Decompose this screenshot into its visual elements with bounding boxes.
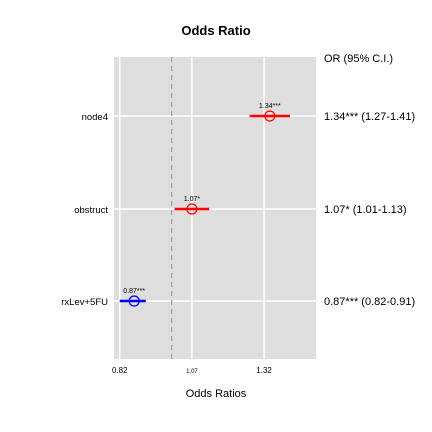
- point-estimate: [128, 295, 140, 307]
- point-estimate-label: 0.87***: [123, 288, 145, 295]
- point-estimate-label: 1.07*: [184, 196, 201, 203]
- x-tick-label: 1.07: [186, 369, 198, 375]
- row-label: rxLev+5FU: [61, 297, 108, 308]
- table-header: OR (95% C.I.): [324, 53, 393, 65]
- forest-row: rxLev+5FU 0.87*** 0.87*** (0.82-0.91): [61, 288, 415, 308]
- point-estimate: [264, 110, 276, 122]
- rows: node4 1.34*** 1.34*** (1.27-1.41) obstruct 1…: [61, 103, 415, 308]
- x-tick-labels: 0.82 1.07 1.32: [112, 366, 272, 375]
- ci-text: 1.07* (1.01-1.13): [324, 204, 407, 216]
- forest-row: obstruct 1.07* 1.07* (1.01-1.13): [74, 196, 406, 216]
- x-tick-label: 1.32: [256, 366, 272, 375]
- row-label: node4: [82, 112, 108, 123]
- grid-lines: [114, 57, 316, 359]
- row-label: obstruct: [74, 205, 108, 216]
- x-tick-label: 0.82: [112, 366, 128, 375]
- point-estimate: [186, 203, 198, 215]
- plot-panel: [114, 57, 316, 359]
- ci-text: 0.87*** (0.82-0.91): [324, 296, 415, 308]
- forest-row: node4 1.34*** 1.34*** (1.27-1.41): [82, 103, 416, 123]
- x-axis-label: Odds Ratios: [186, 388, 247, 400]
- chart-title: Odds Ratio: [181, 23, 250, 38]
- ci-text: 1.34*** (1.27-1.41): [324, 111, 415, 123]
- point-estimate-label: 1.34***: [259, 103, 281, 110]
